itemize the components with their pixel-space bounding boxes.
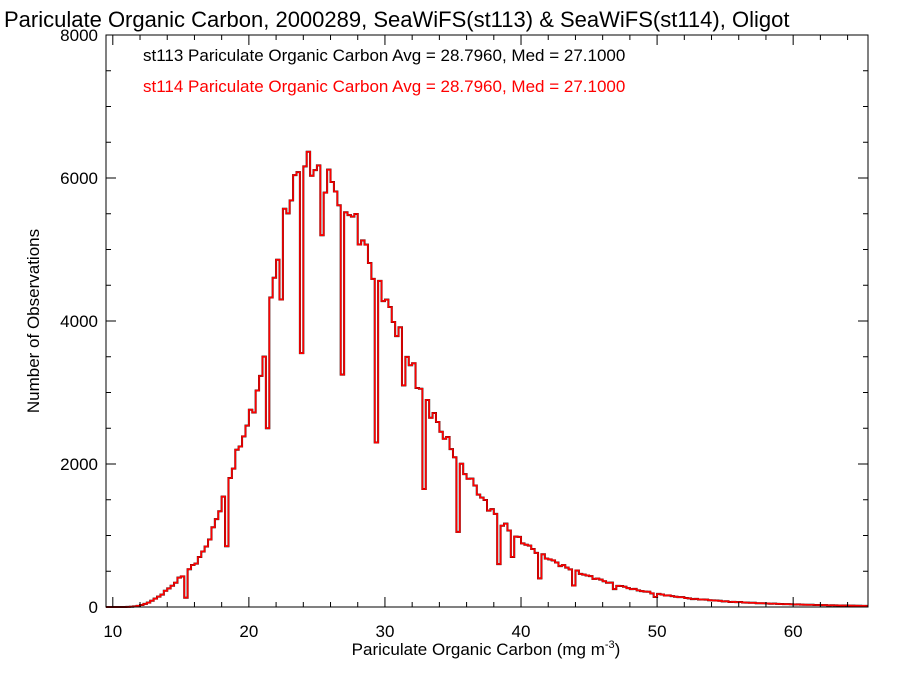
x-tick-label-30: 30 [375,622,394,641]
y-tick-label-4000: 4000 [60,312,98,331]
plot-area [106,150,868,608]
x-axis-label-superscript: -3 [605,639,615,651]
chart-title: Pariculate Organic Carbon, 2000289, SeaW… [4,7,789,32]
x-tick-label-40: 40 [512,622,531,641]
x-tick-label-60: 60 [784,622,803,641]
x-axis: 10 20 30 40 50 60 [103,35,849,641]
y-tick-label-2000: 2000 [60,455,98,474]
series-line-st113 [106,150,868,608]
x-tick-label-10: 10 [103,622,122,641]
y-axis-label: Number of Observations [24,229,43,413]
x-axis-label: Pariculate Organic Carbon (mg m-3) [352,639,621,659]
y-tick-label-0: 0 [89,598,98,617]
x-tick-label-20: 20 [239,622,258,641]
series-line-st114 [106,150,868,608]
legend-entry-st114: st114 Pariculate Organic Carbon Avg = 28… [143,77,625,96]
x-axis-label-text: Pariculate Organic Carbon (mg m [352,640,605,659]
y-axis: 0 2000 4000 6000 8000 [60,26,868,617]
x-axis-label-end: ) [615,640,621,659]
y-tick-label-8000: 8000 [60,26,98,45]
plot-frame [105,34,869,608]
y-tick-label-6000: 6000 [60,169,98,188]
legend-entry-st113: st113 Pariculate Organic Carbon Avg = 28… [143,46,625,65]
x-tick-label-50: 50 [648,622,667,641]
